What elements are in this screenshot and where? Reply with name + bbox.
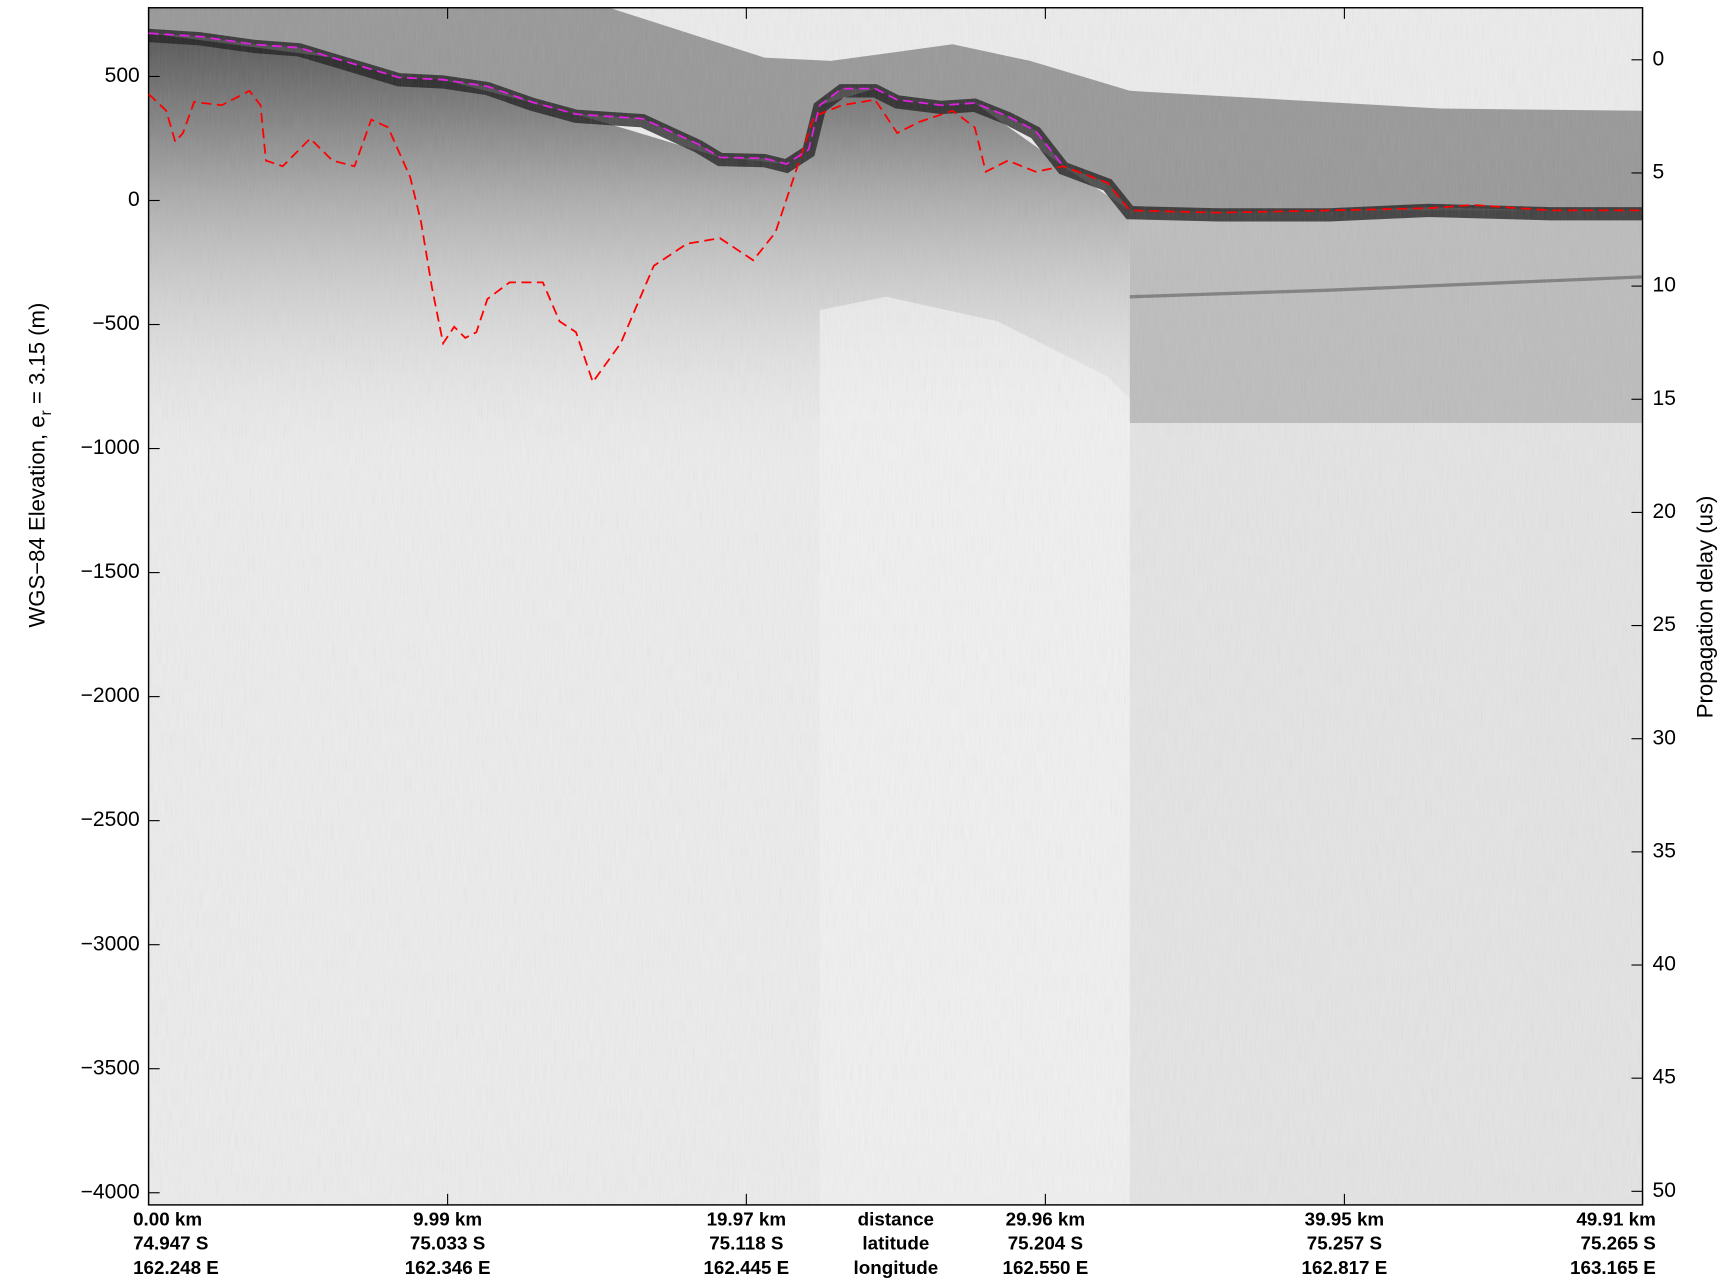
- layer-line: [148, 32, 1065, 167]
- x-row-label: latitude: [862, 1233, 929, 1254]
- layer-line: [148, 89, 1643, 384]
- y2-tick-label: 25: [1653, 613, 1676, 636]
- x-tick-label: 19.97 km: [707, 1208, 787, 1229]
- y-axis-label: WGS−84 Elevation, er = 3.15 (m): [24, 303, 55, 628]
- y-tick-label: 0: [128, 188, 140, 211]
- y2-tick-label: 40: [1653, 953, 1676, 976]
- x-tick-longitude: 163.165 E: [1570, 1257, 1656, 1278]
- y2-tick-label: 50: [1653, 1179, 1676, 1202]
- y-tick-label: 500: [105, 64, 140, 87]
- y2-tick-label: 5: [1653, 161, 1665, 184]
- x-tick-label: 0.00 km: [133, 1208, 202, 1229]
- x-tick-latitude: 75.257 S: [1307, 1233, 1382, 1254]
- y2-tick-label: 15: [1653, 387, 1676, 410]
- x-tick-label: 39.95 km: [1305, 1208, 1385, 1229]
- y-tick-label: −1500: [81, 560, 140, 583]
- x-tick-latitude: 75.033 S: [410, 1233, 485, 1254]
- y-tick-label: −1000: [81, 436, 140, 459]
- y-tick-label: −3500: [81, 1056, 140, 1079]
- y2-tick-label: 20: [1653, 500, 1676, 523]
- x-tick-label: 49.91 km: [1576, 1208, 1655, 1229]
- x-tick-longitude: 162.346 E: [405, 1257, 491, 1278]
- y2-tick-label: 35: [1653, 839, 1676, 862]
- y2-tick-label: 30: [1653, 726, 1676, 749]
- x-row-label: distance: [858, 1208, 934, 1229]
- y-tick-label: −2000: [81, 684, 140, 707]
- y2-tick-label: 45: [1653, 1066, 1676, 1089]
- x-tick-longitude: 162.248 E: [133, 1257, 219, 1278]
- x-tick-latitude: 75.204 S: [1008, 1233, 1083, 1254]
- y-tick-label: −4000: [81, 1180, 140, 1203]
- y-tick-label: −3000: [81, 932, 140, 955]
- x-tick-label: 9.99 km: [413, 1208, 482, 1229]
- x-tick-longitude: 162.445 E: [703, 1257, 789, 1278]
- y-tick-label: −2500: [81, 808, 140, 831]
- x-tick-longitude: 162.817 E: [1302, 1257, 1388, 1278]
- x-tick-latitude: 75.118 S: [709, 1233, 783, 1254]
- y2-axis-label: Propagation delay (us): [1692, 496, 1717, 719]
- y2-tick-label: 10: [1653, 274, 1676, 297]
- x-tick-longitude: 162.550 E: [1002, 1257, 1088, 1278]
- plot-frame: [147, 7, 1644, 1206]
- x-row-label: longitude: [854, 1257, 939, 1278]
- x-tick-latitude: 74.947 S: [133, 1233, 208, 1254]
- x-tick-latitude: 75.265 S: [1581, 1233, 1656, 1254]
- y-tick-label: −500: [92, 312, 139, 335]
- x-tick-label: 29.96 km: [1006, 1208, 1086, 1229]
- echogram: [148, 7, 1643, 1205]
- y2-tick-label: 0: [1653, 47, 1665, 70]
